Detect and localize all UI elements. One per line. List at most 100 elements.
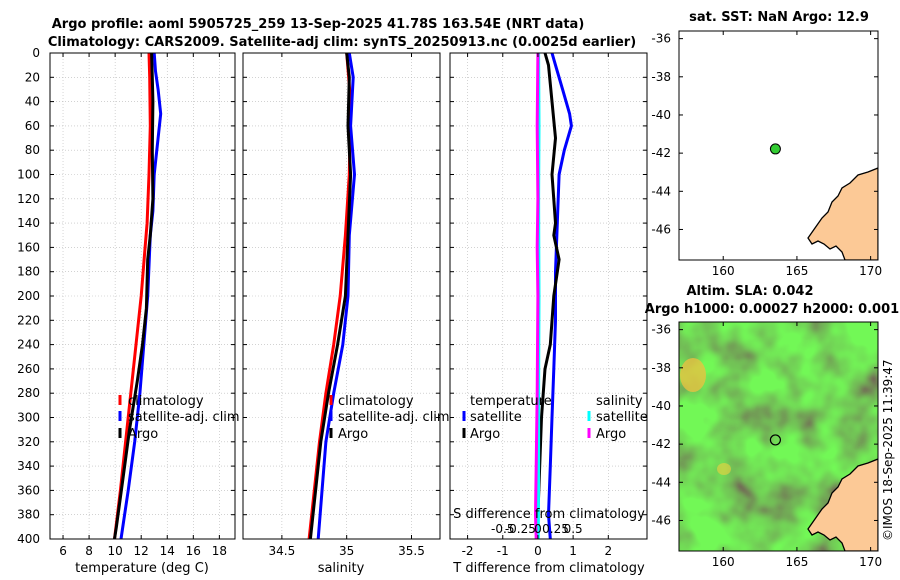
depth-tick-label: 280 [17, 386, 40, 400]
salinity-legend: climatology satellite-adj. clim Argo [329, 394, 450, 442]
series-climatology [113, 52, 152, 540]
lat-tick-label: -38 [651, 70, 671, 84]
lat-tick-label: -36 [651, 323, 671, 337]
series-temperature-satellite [547, 52, 573, 540]
x-tick-label: 0 [534, 544, 542, 558]
legend-sal-satellite-label: satellite [596, 410, 648, 425]
lat-tick-label: -40 [651, 399, 671, 413]
s-tick-label: -0.5 [491, 522, 514, 536]
s-tick-label: 0.25 [542, 522, 569, 536]
x-tick-label: 12 [134, 544, 149, 558]
s-tick-label: 0.5 [564, 522, 583, 536]
sst-latitude-ticks: -36 -38 -40 -42 -44 -46 [651, 32, 878, 236]
depth-tick-label: 320 [17, 435, 40, 449]
lat-tick-label: -46 [651, 513, 671, 527]
salinity-plot: 34.5 35 35.5 salinity climatology satellit… [242, 52, 450, 576]
lon-tick-label: 160 [712, 555, 735, 569]
legend-climatology-label: climatology [338, 394, 414, 409]
x-tick-label: 35.5 [398, 544, 425, 558]
legend-argo-label: Argo [338, 427, 368, 442]
lon-tick-label: 165 [785, 555, 808, 569]
s-tick-label: -0.25 [505, 522, 536, 536]
legend-sal-argo-label: Argo [596, 427, 626, 442]
temperature-axis-ticks: 6 8 10 12 14 16 18 [50, 52, 235, 558]
temperature-plot: 0 20 40 60 80 100 120 140 160 180 200 220 240 260 280 3… [17, 46, 240, 576]
argo-float-marker [769, 143, 781, 155]
legend-salinity-title: salinity [596, 394, 643, 409]
temperature-xlabel: temperature (deg C) [75, 561, 209, 576]
legend-climatology-label: climatology [128, 394, 204, 409]
x-tick-label: 14 [160, 544, 175, 558]
depth-tick-label: 240 [17, 338, 40, 352]
x-tick-label: 2 [604, 544, 612, 558]
legend-temp-satellite-label: satellite [470, 410, 522, 425]
depth-tick-label: 160 [17, 240, 40, 254]
new-zealand-land [807, 167, 878, 260]
temperature-legend: climatology satellite-adj. clim Argo [118, 394, 240, 442]
figure-title-line1: Argo profile: aoml 5905725_259 13-Sep-20… [52, 17, 585, 32]
sla-map: Altim. SLA: 0.042 Argo h1000: 0.00027 h2… [645, 284, 899, 569]
depth-tick-label: 100 [17, 168, 40, 182]
x-tick-label: 6 [59, 544, 67, 558]
temperature-series [113, 52, 163, 540]
sst-map: sat. SST: NaN Argo: 12.9 -36 -38 -40 -42 -44… [651, 10, 882, 278]
series-argo [113, 52, 155, 540]
x-tick-label: 35 [339, 544, 354, 558]
lon-tick-label: 170 [859, 555, 882, 569]
depth-tick-label: 220 [17, 313, 40, 327]
lon-tick-label: 160 [712, 264, 735, 278]
sst-map-frame [678, 30, 879, 261]
lat-tick-label: -36 [651, 32, 671, 46]
lat-tick-label: -46 [651, 222, 671, 236]
legend-temp-argo-label: Argo [470, 427, 500, 442]
depth-tick-label: 60 [25, 119, 40, 133]
depth-tick-label: 300 [17, 411, 40, 425]
lat-tick-label: -42 [651, 146, 671, 160]
salinity-xlabel: salinity [318, 561, 365, 576]
sla-map-title-line2: Argo h1000: 0.00027 h2000: 0.001 [645, 302, 899, 317]
depth-tick-label: 260 [17, 362, 40, 376]
lon-tick-label: 170 [859, 264, 882, 278]
s-tick-label: 0 [534, 522, 542, 536]
sla-map-title-line1: Altim. SLA: 0.042 [687, 284, 814, 299]
series-argo [308, 52, 353, 540]
depth-tick-label: 40 [25, 95, 40, 109]
lat-tick-label: -44 [651, 184, 671, 198]
legend-satellite-label: satellite-adj. clim [338, 410, 450, 425]
t-difference-xlabel: T difference from climatology [452, 561, 645, 576]
depth-axis-ticks: 0 20 40 60 80 100 120 140 160 180 200 220 240 260 280 3… [17, 46, 40, 546]
difference-plot: -2 -1 0 1 2 S difference from climatology -0… [449, 52, 648, 576]
legend-argo-label: Argo [128, 427, 158, 442]
depth-tick-label: 0 [32, 46, 40, 60]
series-temperature-argo [536, 52, 561, 539]
lat-tick-label: -42 [651, 437, 671, 451]
figure-title-line2: Climatology: CARS2009. Satellite-adj cli… [48, 35, 636, 50]
series-salinity-argo [534, 52, 540, 540]
legend-satellite-label: satellite-adj. clim [128, 410, 240, 425]
difference-plot-area [450, 53, 647, 539]
x-tick-label: 8 [85, 544, 93, 558]
lat-tick-label: -44 [651, 475, 671, 489]
legend-temperature-title: temperature [470, 394, 552, 409]
depth-tick-label: 140 [17, 216, 40, 230]
depth-tick-label: 380 [17, 508, 40, 522]
difference-series [534, 52, 573, 540]
x-tick-label: 34.5 [269, 544, 296, 558]
s-difference-label: S difference from climatology [453, 507, 645, 522]
sla-high-anomaly-small [717, 463, 731, 475]
s-difference-axis-ticks: -0.5-0.250 0.250.5 [491, 522, 583, 536]
x-tick-label: -2 [462, 544, 474, 558]
imos-watermark: ©IMOS 18-Sep-2025 11:39:47 [881, 359, 895, 541]
sla-longitude-ticks: 160 165 170 [712, 322, 882, 569]
lat-tick-label: -40 [651, 108, 671, 122]
sst-map-title: sat. SST: NaN Argo: 12.9 [689, 10, 869, 25]
sla-high-anomaly [680, 358, 706, 392]
x-tick-label: 1 [569, 544, 577, 558]
depth-tick-label: 200 [17, 289, 40, 303]
depth-tick-label: 340 [17, 459, 40, 473]
salinity-axis-ticks: 34.5 35 35.5 [243, 52, 440, 558]
depth-tick-label: 80 [25, 143, 40, 157]
x-tick-label: 18 [212, 544, 227, 558]
difference-legend: temperature satellite Argo salinity sate… [462, 394, 648, 442]
